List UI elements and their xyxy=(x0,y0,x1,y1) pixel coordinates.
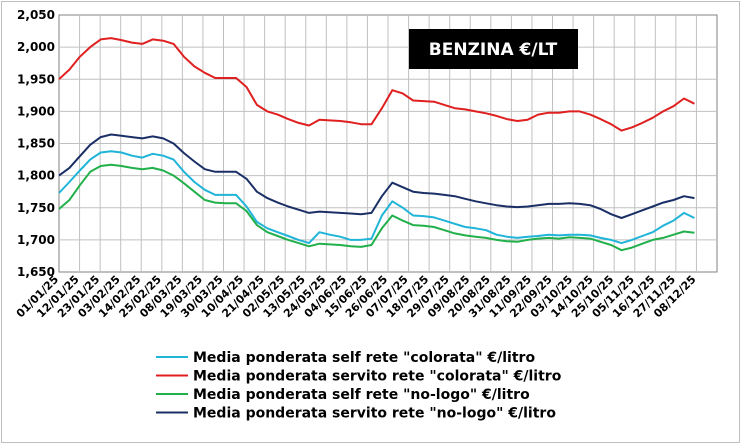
y-tick-label: 1,800 xyxy=(17,169,55,183)
x-axis-ticks: 01/01/2512/01/2523/01/2503/02/2514/02/25… xyxy=(14,273,699,320)
y-tick-label: 1,650 xyxy=(17,265,55,279)
y-axis-ticks: 1,650 1,700 1,750 1,800 1,850 1,900 1,950 2,000… xyxy=(17,8,55,279)
legend-label: Media ponderata self rete "colorata" €/l… xyxy=(193,350,535,366)
y-tick-label: 1,750 xyxy=(17,201,55,215)
y-tick-label: 2,000 xyxy=(17,40,55,54)
series-line-1 xyxy=(58,150,695,245)
series-line-2 xyxy=(58,37,695,132)
y-tick-label: 1,950 xyxy=(17,72,55,86)
series-lines xyxy=(58,37,695,252)
chart-title-background xyxy=(409,29,578,69)
legend-label: Media ponderata self rete "no-logo" €/li… xyxy=(193,387,530,403)
y-tick-label: 1,700 xyxy=(17,233,55,247)
gridlines xyxy=(58,14,718,273)
chart-title-box: BENZINA €/LT xyxy=(409,29,578,69)
y-tick-label: 2,050 xyxy=(17,8,55,22)
series-line-4 xyxy=(58,133,695,219)
legend-label: Media ponderata servito rete "colorata" … xyxy=(193,369,562,385)
legend-label: Media ponderata servito rete "no-logo" €… xyxy=(193,406,556,422)
legend: Media ponderata self rete "colorata" €/l… xyxy=(156,350,562,422)
y-tick-label: 1,850 xyxy=(17,137,55,151)
y-tick-label: 1,900 xyxy=(17,104,55,118)
series-line-3 xyxy=(58,163,695,252)
chart-title: BENZINA €/LT xyxy=(429,40,558,60)
